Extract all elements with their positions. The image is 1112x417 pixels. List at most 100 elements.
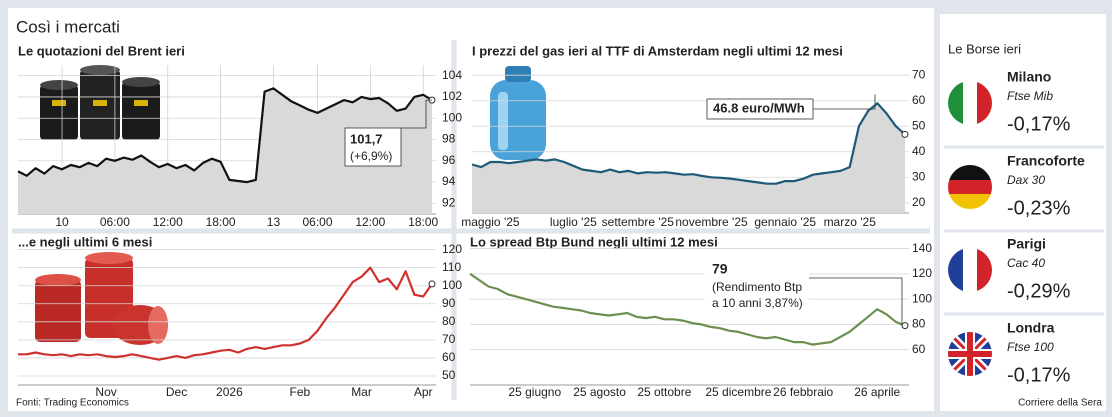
credit: Corriere della Sera — [1018, 398, 1102, 409]
callout-box — [705, 262, 809, 312]
sidebar-title: Le Borse ieri — [948, 41, 1021, 56]
x-tick-label: 2026 — [216, 385, 243, 399]
callout-line — [813, 94, 876, 110]
line — [18, 266, 433, 361]
callout-line — [401, 99, 432, 129]
y-tick-label: 50 — [442, 368, 456, 382]
y-tick-label: 104 — [442, 68, 462, 82]
market-index: Ftse 100 — [1007, 340, 1054, 354]
y-tick-label: 110 — [442, 260, 461, 274]
line — [17, 87, 433, 184]
end-marker — [901, 322, 909, 330]
x-tick-label: Dec — [166, 385, 187, 399]
x-tick-label: maggio '25 — [461, 215, 520, 229]
y-tick-label: 96 — [442, 153, 456, 167]
x-tick-label: 18:00 — [408, 215, 438, 229]
annotation: (+6,9%) — [350, 149, 392, 163]
flag-france — [948, 248, 992, 292]
chart-title: Le quotazioni del Brent ieri — [18, 43, 185, 58]
x-tick-label: luglio '25 — [550, 215, 597, 229]
y-tick-label: 40 — [912, 144, 926, 158]
source: Fonti: Trading Economics — [16, 398, 129, 409]
x-tick-label: marzo '25 — [824, 215, 877, 229]
y-tick-label: 30 — [912, 169, 926, 183]
y-tick-label: 80 — [442, 314, 456, 328]
annotation: (Rendimento Btp — [712, 280, 802, 294]
x-tick-label: 13 — [267, 215, 281, 229]
market-index: Dax 30 — [1007, 173, 1045, 187]
y-tick-label: 94 — [442, 174, 456, 188]
end-marker — [428, 280, 436, 288]
chart-title: ...e negli ultimi 6 mesi — [18, 234, 152, 249]
flag-italy — [948, 81, 992, 125]
x-tick-label: settembre '25 — [602, 215, 675, 229]
annotation: 101,7 — [350, 131, 383, 146]
page-title: Così i mercati — [16, 17, 120, 36]
x-tick-label: Mar — [351, 385, 372, 399]
area — [472, 103, 905, 213]
x-tick-label: 12:00 — [153, 215, 183, 229]
x-tick-label: 06:00 — [100, 215, 130, 229]
y-tick-label: 120 — [442, 242, 462, 256]
line — [469, 272, 906, 346]
y-tick-label: 100 — [442, 278, 462, 292]
area — [18, 88, 432, 214]
chart-title: Lo spread Btp Bund negli ultimi 12 mesi — [470, 234, 718, 249]
line — [471, 102, 906, 185]
end-marker — [901, 130, 909, 138]
market-city: Milano — [1007, 69, 1051, 85]
y-tick-label: 70 — [442, 332, 456, 346]
y-tick-label: 80 — [912, 317, 926, 331]
x-tick-label: 25 ottobre — [637, 385, 691, 399]
annotation: 46.8 euro/MWh — [713, 100, 805, 115]
y-tick-label: 50 — [912, 118, 926, 132]
market-city: Francoforte — [1007, 153, 1085, 169]
y-tick-label: 98 — [442, 132, 456, 146]
x-tick-label: Feb — [290, 385, 311, 399]
y-tick-label: 70 — [912, 67, 926, 81]
market-index: Ftse Mib — [1007, 89, 1053, 103]
market-change: -0,17% — [1007, 113, 1071, 135]
y-tick-label: 102 — [442, 89, 462, 103]
annotation: a 10 anni 3,87%) — [712, 296, 803, 310]
callout-box — [706, 98, 814, 120]
market-city: Parigi — [1007, 236, 1046, 252]
x-tick-label: gennaio '25 — [754, 215, 816, 229]
y-tick-label: 20 — [912, 195, 926, 209]
x-tick-label: 25 giugno — [508, 385, 561, 399]
market-index: Cac 40 — [1007, 256, 1045, 270]
red-barrels — [35, 252, 168, 345]
x-tick-label: 26 febbraio — [773, 385, 833, 399]
flag-germany — [948, 165, 992, 209]
x-tick-label: Nov — [95, 385, 116, 399]
oil-barrels — [40, 65, 160, 140]
y-tick-label: 140 — [912, 241, 932, 255]
market-change: -0,29% — [1007, 280, 1071, 302]
y-tick-label: 92 — [442, 196, 456, 210]
x-tick-label: 25 dicembre — [705, 385, 771, 399]
market-city: Londra — [1007, 320, 1055, 336]
annotation: 79 — [712, 261, 728, 277]
x-tick-label: 06:00 — [302, 215, 332, 229]
x-tick-label: novembre '25 — [675, 215, 748, 229]
market-change: -0,23% — [1007, 197, 1071, 219]
x-tick-label: 10 — [55, 215, 69, 229]
y-tick-label: 100 — [442, 110, 462, 124]
y-tick-label: 60 — [912, 342, 926, 356]
x-tick-label: Apr — [414, 385, 433, 399]
market-change: -0,17% — [1007, 364, 1071, 386]
y-tick-label: 60 — [912, 93, 926, 107]
x-tick-label: 26 aprile — [854, 385, 900, 399]
x-tick-label: 25 agosto — [573, 385, 626, 399]
chart-title: I prezzi del gas ieri al TTF di Amsterda… — [472, 43, 843, 58]
y-tick-label: 60 — [442, 350, 456, 364]
gas-cylinder — [490, 66, 546, 160]
flag-uk — [948, 332, 992, 376]
y-tick-label: 90 — [442, 296, 456, 310]
x-tick-label: 18:00 — [206, 215, 236, 229]
y-tick-label: 100 — [912, 291, 932, 305]
y-tick-label: 120 — [912, 266, 932, 280]
x-tick-label: 12:00 — [355, 215, 385, 229]
callout-box — [344, 127, 402, 167]
